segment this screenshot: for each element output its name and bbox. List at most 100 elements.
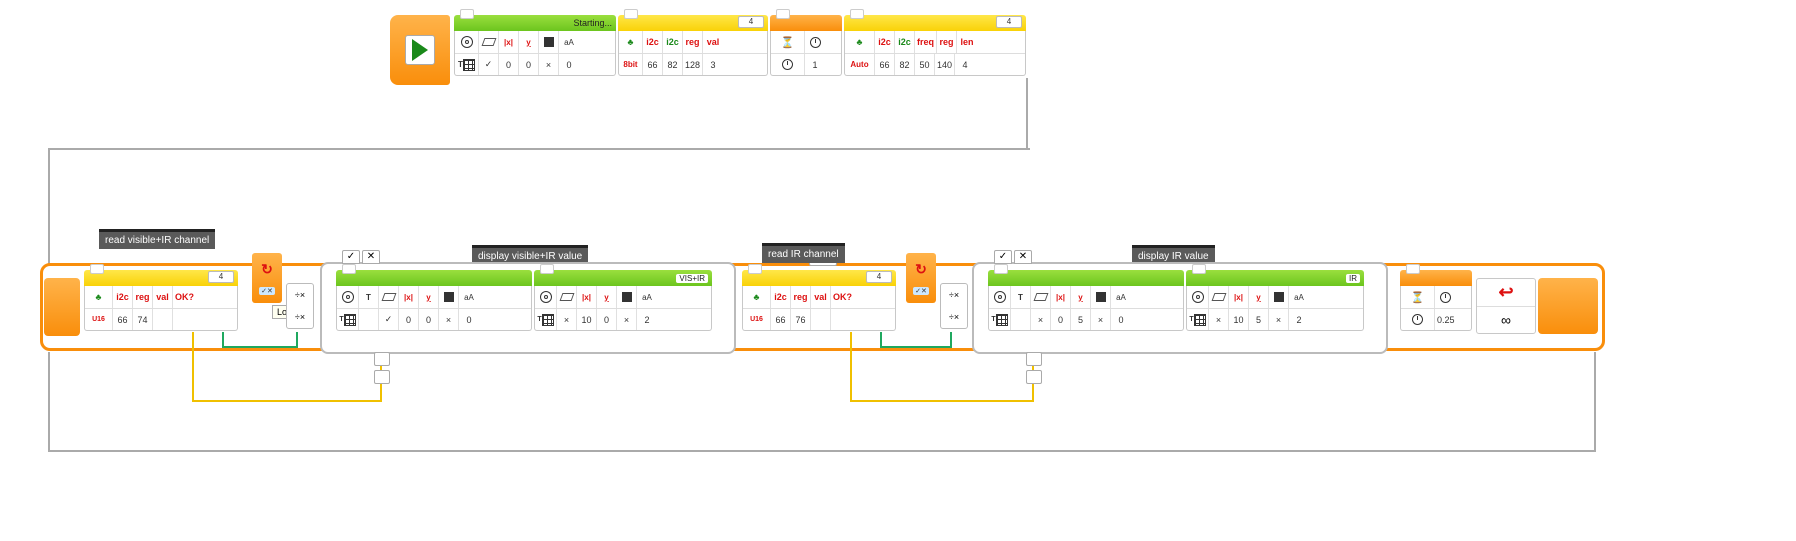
i2c-block-1[interactable]: 4 ♣ i2c i2c reg val 8bit 66 82 128 3 — [618, 15, 768, 76]
data-wire — [192, 400, 382, 402]
switch-input[interactable]: ÷×÷× — [940, 283, 968, 329]
param[interactable] — [1011, 309, 1031, 330]
wait-block-end[interactable]: ⏳ 0.25 — [1400, 270, 1472, 331]
wait-block[interactable]: ⏳ 1 — [770, 15, 842, 76]
comment[interactable]: read IR channel — [762, 243, 845, 263]
port-selector[interactable]: 4 — [208, 271, 234, 283]
switch-mode[interactable]: ✓✕ — [259, 287, 275, 295]
param[interactable]: 76 — [791, 309, 811, 330]
hdr: freq — [915, 31, 937, 53]
param[interactable]: 140 — [935, 54, 955, 75]
data-wire — [880, 346, 952, 348]
mode-icon[interactable] — [771, 54, 805, 75]
param[interactable]: × — [1269, 309, 1289, 330]
param[interactable]: ✓ — [379, 309, 399, 330]
param[interactable]: 3 — [703, 54, 723, 75]
mode-icon[interactable]: U16 — [85, 309, 113, 330]
param[interactable]: 0 — [459, 309, 479, 330]
loop-mode[interactable]: ∞ — [1477, 306, 1535, 334]
param[interactable]: 0 — [559, 54, 579, 75]
param[interactable]: 66 — [771, 309, 791, 330]
param[interactable]: 2 — [637, 309, 657, 330]
param[interactable] — [153, 309, 173, 330]
switch-input[interactable]: ÷×÷× — [286, 283, 314, 329]
display-block-starting[interactable]: Starting... |x| y aA T ✓ 0 0 × 0 — [454, 15, 616, 76]
param[interactable]: 0 — [499, 54, 519, 75]
display-block-s2b[interactable]: IR |x| y aA T × 10 5 × 2 — [1186, 270, 1364, 331]
param[interactable]: × — [617, 309, 637, 330]
data-wire — [950, 332, 952, 348]
param[interactable]: 82 — [663, 54, 683, 75]
param[interactable]: 50 — [915, 54, 935, 75]
display-block-s1b[interactable]: VIS+IR |x| y aA T × 10 0 × 2 — [534, 270, 712, 331]
param[interactable] — [359, 309, 379, 330]
data-wire — [222, 346, 298, 348]
param[interactable]: 0 — [519, 54, 539, 75]
color-icon — [544, 37, 554, 47]
hdr: i2c — [663, 31, 683, 53]
param[interactable]: × — [1209, 309, 1229, 330]
usb-icon: ♣ — [845, 31, 875, 53]
param[interactable]: × — [1091, 309, 1111, 330]
hdr: reg — [683, 31, 703, 53]
switch-head-1[interactable]: ↻ ✓✕ Logic — [252, 253, 282, 303]
mode-icon[interactable]: Auto — [845, 54, 875, 75]
hdr: len — [957, 31, 977, 53]
param[interactable]: 66 — [643, 54, 663, 75]
param[interactable]: 0 — [1111, 309, 1131, 330]
i2c-read-block-1[interactable]: 4 ♣ i2c reg val OK? U16 66 74 — [84, 270, 238, 331]
param[interactable]: 0 — [419, 309, 439, 330]
data-wire — [192, 332, 194, 402]
port-selector[interactable]: 4 — [738, 16, 764, 28]
display-block-s2a[interactable]: T |x| y aA T × 0 5 × 0 — [988, 270, 1184, 331]
param[interactable]: 74 — [133, 309, 153, 330]
param[interactable]: 10 — [577, 309, 597, 330]
param[interactable]: 0 — [399, 309, 419, 330]
switch-case-false[interactable]: ✕ — [1014, 250, 1032, 264]
param[interactable]: × — [1031, 309, 1051, 330]
param[interactable]: 0 — [597, 309, 617, 330]
param[interactable]: 0.25 — [1435, 309, 1457, 330]
loop-end-block[interactable]: ↩ ∞ — [1476, 278, 1536, 334]
param[interactable]: 128 — [683, 54, 703, 75]
wire — [48, 450, 1596, 452]
param[interactable]: 82 — [895, 54, 915, 75]
display-block-s1a[interactable]: T |x| y aA T ✓ 0 0 × 0 — [336, 270, 532, 331]
comment[interactable]: read visible+IR channel — [99, 229, 215, 249]
param[interactable]: × — [439, 309, 459, 330]
param[interactable]: 5 — [1249, 309, 1269, 330]
param[interactable]: × — [557, 309, 577, 330]
switch-case-false[interactable]: ✕ — [362, 250, 380, 264]
mode-icon[interactable]: 8bit — [619, 54, 643, 75]
erase-icon — [381, 293, 396, 301]
switch-case-true[interactable]: ✓ — [342, 250, 360, 264]
param[interactable] — [811, 309, 831, 330]
param[interactable]: 10 — [1229, 309, 1249, 330]
param[interactable]: 1 — [805, 54, 825, 75]
param[interactable]: 5 — [1071, 309, 1091, 330]
hdr: val — [703, 31, 723, 53]
param[interactable]: 66 — [113, 309, 133, 330]
i2c-read-block-2[interactable]: 4 ♣ i2c reg val OK? U16 66 76 — [742, 270, 896, 331]
param[interactable]: 66 — [875, 54, 895, 75]
i2c-block-2[interactable]: 4 ♣ i2c i2c freq reg len Auto 66 82 50 1… — [844, 15, 1026, 76]
switch-case-true[interactable]: ✓ — [994, 250, 1012, 264]
param[interactable] — [831, 309, 851, 330]
loop-tail — [1538, 278, 1598, 334]
port-selector[interactable]: 4 — [996, 16, 1022, 28]
start-block[interactable] — [390, 15, 450, 85]
play-icon — [412, 39, 428, 61]
param[interactable]: 2 — [1289, 309, 1309, 330]
port-selector[interactable]: 4 — [866, 271, 892, 283]
param[interactable]: × — [539, 54, 559, 75]
hdr: val — [811, 286, 831, 308]
switch-head-2[interactable]: ↻ ✓✕ — [906, 253, 936, 303]
param[interactable]: 0 — [1051, 309, 1071, 330]
param[interactable] — [173, 309, 193, 330]
param[interactable]: ✓ — [479, 54, 499, 75]
usb-icon: ♣ — [85, 286, 113, 308]
param[interactable]: 4 — [955, 54, 975, 75]
wire-node — [1026, 352, 1042, 366]
erase-icon — [481, 38, 496, 46]
usb-icon: ♣ — [619, 31, 643, 53]
